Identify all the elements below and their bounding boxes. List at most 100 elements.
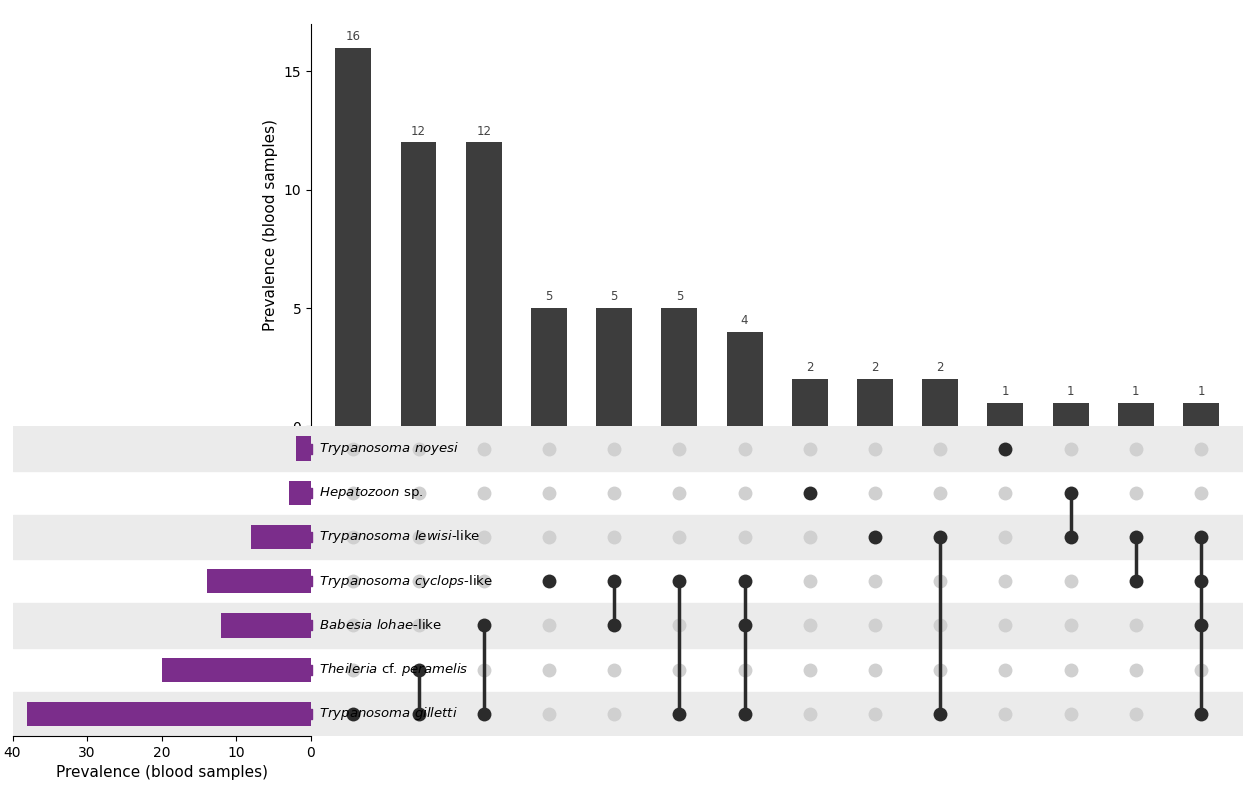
Text: 4: 4 [741,314,749,327]
Point [408,486,428,499]
Bar [791,379,828,426]
Point [539,619,559,632]
Point [298,530,318,543]
Text: $\it{Trypanosoma\ cyclops}$-like: $\it{Trypanosoma\ cyclops}$-like [311,573,492,590]
Point [343,619,363,632]
Text: 2: 2 [806,362,814,374]
Point [669,619,690,632]
Point [474,575,494,588]
Bar [13,603,311,647]
Point [865,663,885,676]
Bar [251,525,311,549]
Point [343,442,363,455]
Bar [311,692,1243,736]
Point [539,442,559,455]
Point [604,486,624,499]
Point [931,530,951,543]
Bar [1183,402,1220,426]
Point [1191,575,1211,588]
Point [408,442,428,455]
Point [1125,663,1145,676]
Bar [13,692,311,736]
Point [474,663,494,676]
Point [865,486,885,499]
Text: 5: 5 [676,290,683,303]
Point [408,530,428,543]
Point [539,486,559,499]
Point [343,575,363,588]
Bar [13,515,311,559]
Bar [13,426,311,470]
Point [1060,707,1080,720]
Point [735,619,755,632]
Bar [727,332,762,426]
Bar [597,308,632,426]
Bar [221,614,311,638]
Point [1125,619,1145,632]
Point [735,442,755,455]
Point [669,575,690,588]
Bar [289,481,311,505]
Text: $\it{Trypanosoma\ gilletti}$: $\it{Trypanosoma\ gilletti}$ [311,706,457,722]
Point [1060,530,1080,543]
Point [931,486,951,499]
Point [996,486,1016,499]
Point [865,707,885,720]
Point [539,530,559,543]
Text: $\it{Hepatozoon}$ sp.: $\it{Hepatozoon}$ sp. [311,485,423,501]
Point [604,663,624,676]
Point [298,486,318,499]
Text: $\it{Trypanosoma\ noyesi}$: $\it{Trypanosoma\ noyesi}$ [311,440,460,457]
Point [735,575,755,588]
Point [735,707,755,720]
Text: $\it{Trypanosoma\ lewisi}$-like: $\it{Trypanosoma\ lewisi}$-like [311,529,480,546]
Bar [857,379,893,426]
Point [669,530,690,543]
Point [604,707,624,720]
Point [408,619,428,632]
Point [343,707,363,720]
Text: 1: 1 [1002,385,1009,398]
Point [996,663,1016,676]
Point [474,619,494,632]
Point [800,663,820,676]
Point [408,575,428,588]
Text: 12: 12 [476,125,491,138]
Point [539,707,559,720]
Point [298,663,318,676]
Point [1060,575,1080,588]
Point [996,707,1016,720]
Point [343,530,363,543]
Point [298,575,318,588]
Point [865,442,885,455]
Point [474,530,494,543]
Point [800,575,820,588]
Point [1125,486,1145,499]
Point [931,619,951,632]
Point [996,619,1016,632]
Point [343,663,363,676]
Point [1125,530,1145,543]
Point [604,575,624,588]
Point [735,530,755,543]
Text: 2: 2 [872,362,879,374]
Point [1191,442,1211,455]
Text: 12: 12 [411,125,426,138]
Point [800,530,820,543]
Text: 5: 5 [545,290,553,303]
Bar [987,402,1024,426]
Point [800,442,820,455]
Point [539,575,559,588]
Point [996,575,1016,588]
Bar [922,379,958,426]
Point [1125,442,1145,455]
Point [800,486,820,499]
Point [298,707,318,720]
Point [539,663,559,676]
Point [1191,530,1211,543]
Point [669,442,690,455]
Point [1125,707,1145,720]
Point [996,442,1016,455]
Point [1191,663,1211,676]
Text: 2: 2 [937,362,945,374]
